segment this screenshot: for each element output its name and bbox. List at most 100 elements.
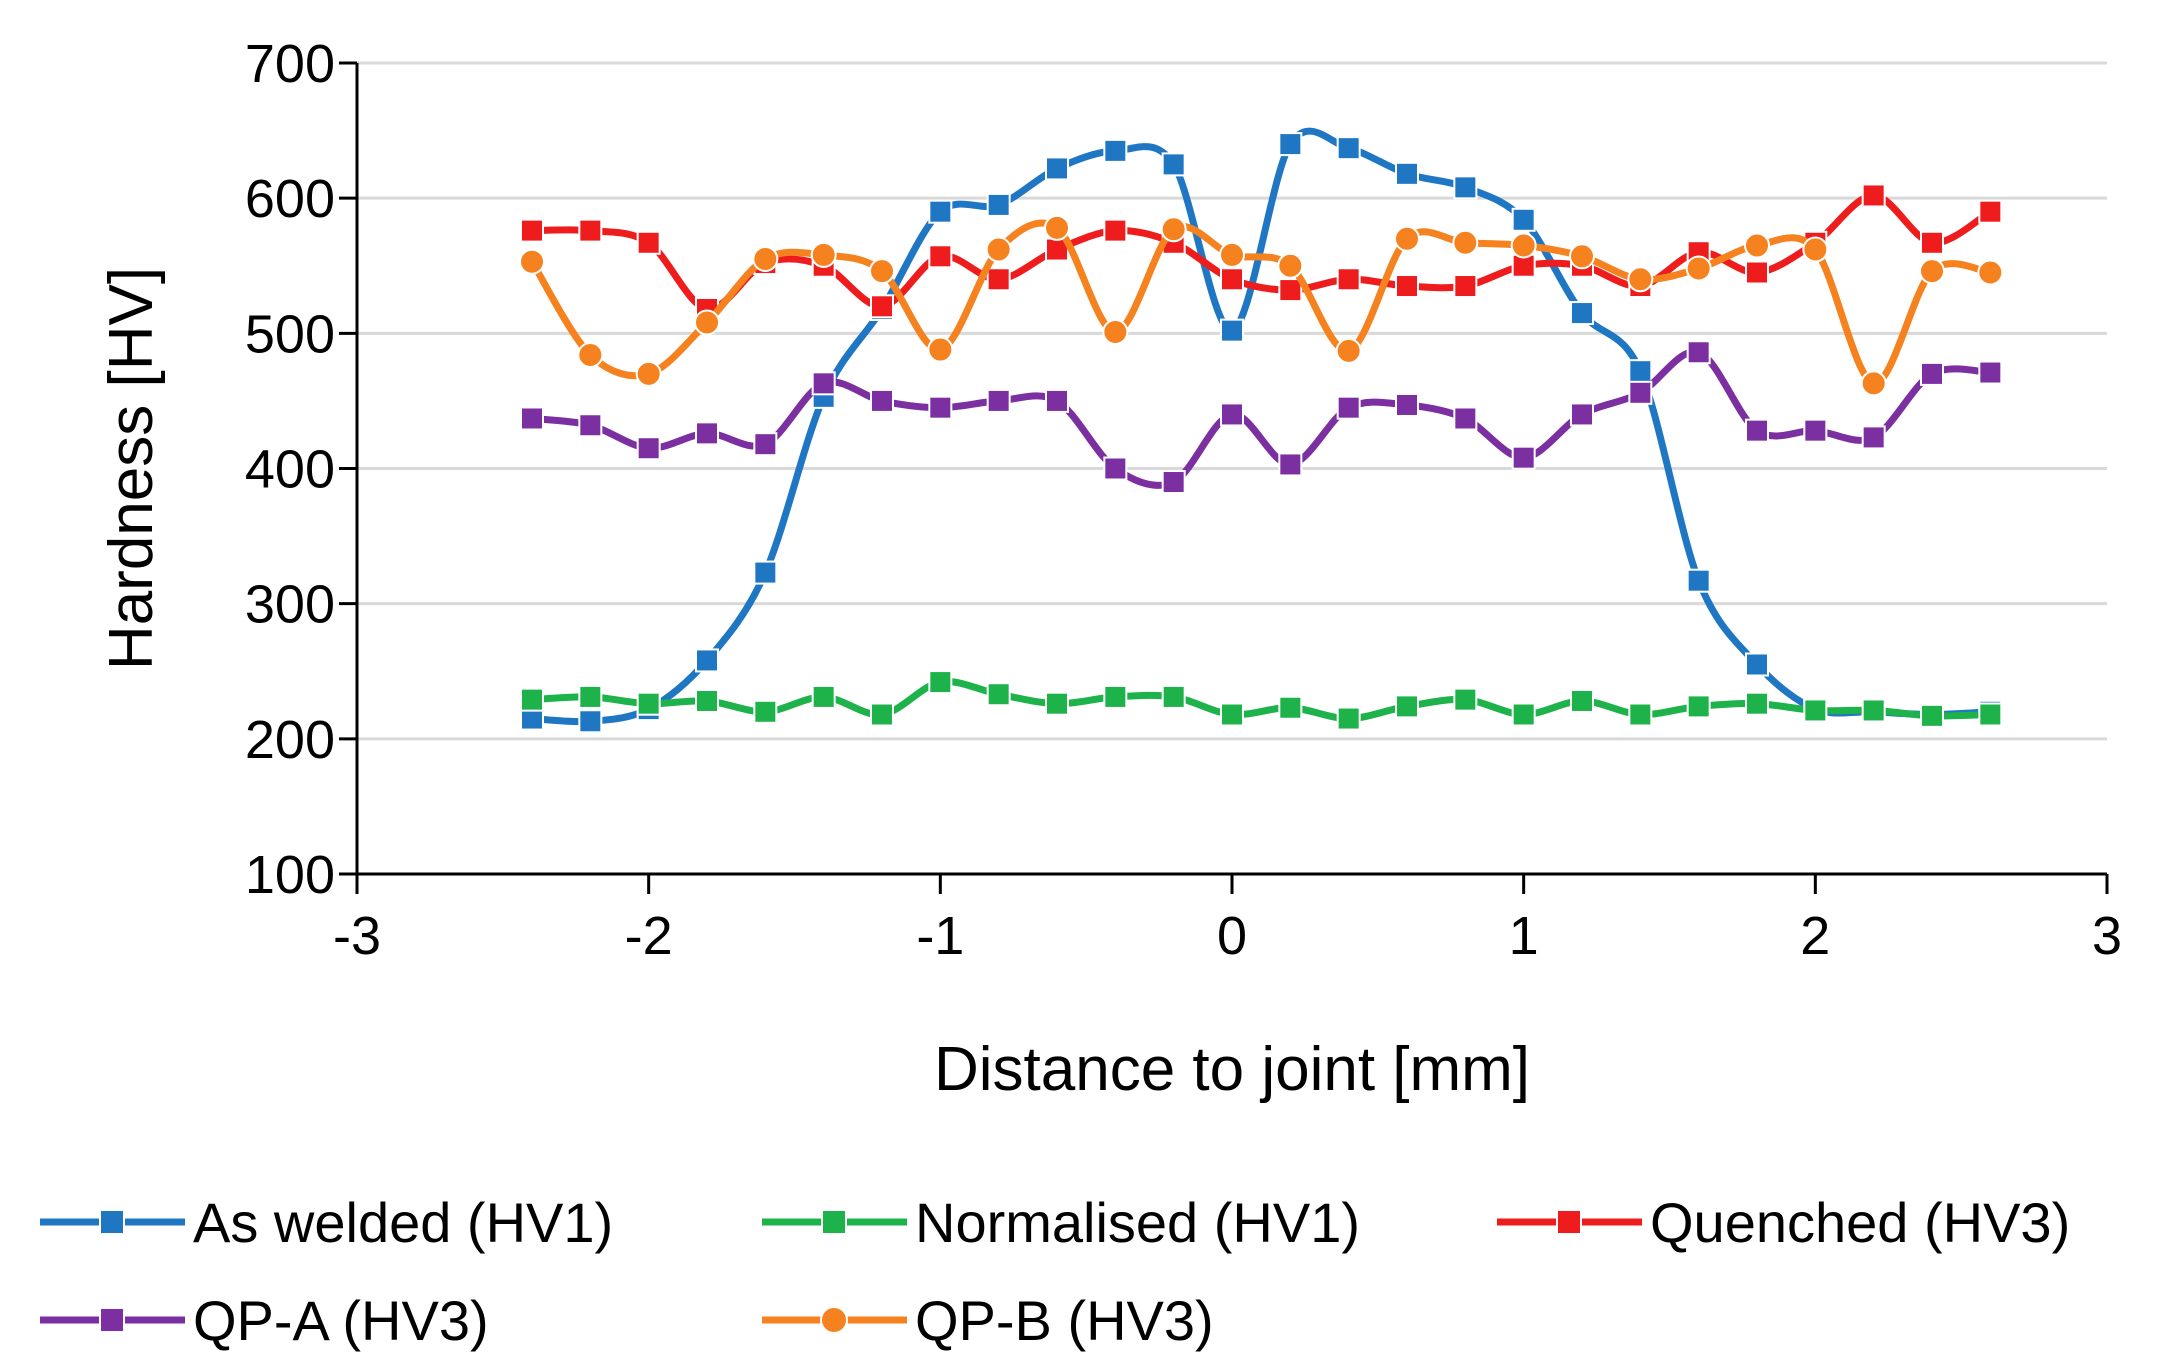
data-point	[1395, 274, 1419, 299]
data-point	[1686, 340, 1711, 365]
data-point	[1570, 301, 1594, 326]
data-point	[578, 218, 603, 243]
y-tick-label: 700	[245, 34, 335, 94]
data-point	[1453, 406, 1478, 431]
legend-item-2: Normalised (HV1)	[762, 1191, 1360, 1254]
data-point	[1336, 395, 1361, 420]
data-point	[1336, 267, 1361, 292]
data-point	[1045, 156, 1069, 181]
data-point	[636, 436, 661, 461]
data-point	[1919, 258, 1945, 285]
legend-label: Normalised (HV1)	[915, 1191, 1360, 1254]
data-point	[1044, 214, 1070, 241]
data-point	[986, 267, 1011, 292]
data-point	[1745, 652, 1769, 677]
y-tick-label: 100	[245, 845, 335, 905]
series-line	[528, 348, 1994, 489]
data-point	[1745, 418, 1769, 443]
data-point	[1220, 402, 1244, 427]
legend-swatch-marker	[1556, 1209, 1582, 1235]
data-point	[1395, 694, 1419, 719]
data-point	[927, 336, 954, 363]
data-series	[519, 127, 2004, 734]
data-point	[1103, 138, 1128, 163]
data-point	[1453, 687, 1478, 712]
data-point	[1628, 380, 1653, 405]
data-point	[695, 648, 719, 673]
data-point	[1278, 695, 1303, 720]
legend-item-1: As welded (HV1)	[40, 1191, 613, 1254]
x-tick-label: 2	[1800, 906, 1830, 966]
legend-item-5: QP-B (HV3)	[762, 1289, 1214, 1352]
data-point	[752, 245, 779, 272]
x-tick-label: -3	[333, 906, 381, 966]
data-point	[1453, 175, 1478, 200]
data-point	[578, 709, 603, 734]
data-point	[928, 395, 953, 420]
data-point	[1686, 694, 1711, 719]
data-point	[1161, 684, 1186, 709]
data-point	[1860, 370, 1887, 397]
data-point	[1278, 132, 1303, 157]
data-point	[578, 684, 603, 709]
data-point	[1103, 218, 1128, 243]
data-point	[1978, 360, 2003, 385]
axes	[339, 61, 2109, 894]
series-2	[520, 670, 2003, 731]
data-point	[520, 218, 544, 243]
series-line	[528, 678, 1994, 723]
data-point	[1511, 702, 1536, 727]
data-point	[1978, 199, 2003, 224]
gridlines	[357, 61, 2107, 741]
data-point	[1336, 706, 1361, 731]
data-point	[1395, 392, 1419, 417]
data-point	[636, 230, 661, 255]
legend-item-4: QP-A (HV3)	[40, 1289, 489, 1352]
data-point	[1511, 207, 1536, 232]
series-4	[520, 340, 2003, 495]
data-point	[1803, 418, 1828, 443]
data-point	[1452, 229, 1479, 256]
data-point	[870, 702, 894, 727]
data-point	[1569, 243, 1595, 270]
data-point	[1627, 266, 1654, 293]
data-point	[1920, 361, 1944, 386]
data-point	[1277, 252, 1304, 279]
data-point	[986, 682, 1011, 707]
data-point	[1161, 152, 1186, 177]
legend-label: QP-B (HV3)	[915, 1289, 1214, 1352]
data-point	[1977, 259, 2004, 286]
data-point	[1570, 402, 1594, 427]
data-point	[811, 371, 836, 396]
data-point	[1861, 698, 1886, 723]
data-point	[1745, 260, 1769, 285]
data-point	[1103, 684, 1128, 709]
legend-swatch-marker	[821, 1209, 847, 1235]
data-point	[1335, 337, 1362, 364]
data-point	[1103, 456, 1128, 481]
data-point	[1511, 445, 1536, 470]
data-point	[1394, 225, 1420, 252]
legend-label: As welded (HV1)	[193, 1191, 613, 1254]
data-point	[870, 294, 894, 319]
data-point	[1510, 232, 1537, 259]
data-point	[1628, 702, 1653, 727]
data-point	[1745, 691, 1769, 716]
data-point	[636, 691, 661, 716]
data-point	[1220, 267, 1244, 292]
legend-swatch-marker	[99, 1209, 125, 1235]
x-tick-label: -1	[916, 906, 964, 966]
data-point	[1744, 232, 1770, 259]
legend-label: Quenched (HV3)	[1650, 1191, 2070, 1254]
data-point	[578, 413, 603, 438]
x-tick-label: 0	[1217, 906, 1247, 966]
data-point	[695, 688, 719, 713]
data-point	[1219, 241, 1245, 268]
data-point	[1102, 318, 1129, 345]
legend-item-3: Quenched (HV3)	[1497, 1191, 2070, 1254]
data-point	[1160, 216, 1187, 243]
data-point	[928, 199, 953, 224]
tick-labels: 100 200 300 400 500 600 700 -3 -2 -1 0 1 2 3	[245, 34, 2122, 966]
data-point	[1453, 274, 1478, 299]
